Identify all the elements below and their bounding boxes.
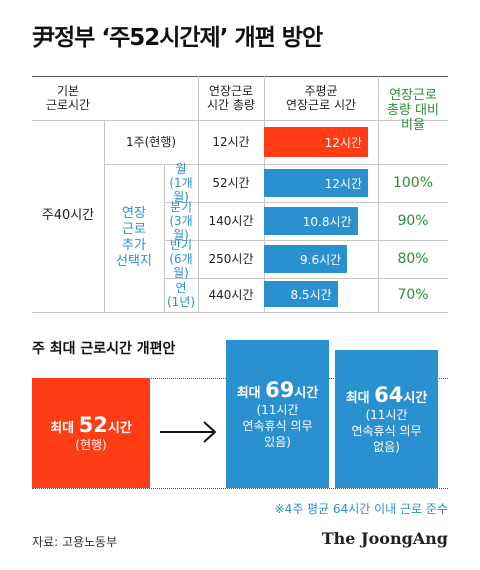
bar-value-label: 12시간 [324,136,362,150]
row-unit: 분기 (3개월) [169,200,193,242]
bar-value-label: 8.5시간 [290,288,332,302]
basic-hours-value: 주40시간 [41,208,95,223]
row-rule [104,164,448,165]
bar [264,281,338,307]
option-64-note: (11시간 연속휴식 의무 없음) [351,408,422,454]
table-bottom-rule [32,312,448,313]
row-unit: 연 (1년) [166,281,196,309]
brand-logo: The JoongAng [321,529,448,548]
header-ratio: 연장근로 총량 대비 비율 [387,88,439,133]
current-max-line: 최대 52시간 [50,413,132,437]
option-group-label: 연장 근로 추가 선택지 [116,206,152,269]
row-ratio: 100% [392,175,434,191]
row-total: 12시간 [212,135,250,149]
row-rule [164,278,448,279]
row-total: 440시간 [208,288,254,302]
footnote: ※4주 평균 64시간 이내 근로 준수 [274,502,448,516]
source-label: 자료: 고용노동부 [32,535,118,549]
baseline-reference-line [32,488,448,489]
row-unit: 반기 (6개월) [169,238,193,280]
bar [264,169,368,197]
current-max-box: 최대 52시간 (현행) [32,378,150,488]
option-69-hours-box: 최대 69시간 (11시간 연속휴식 의무 있음) [226,340,329,488]
bar-value-label: 9.6시간 [300,253,342,267]
bar [264,207,358,235]
column-rule [164,164,165,312]
option-64-suffix: 시간 [403,391,428,406]
options-table: 기본 근로시간 연장근로 시간 총량 주평균 연장근로 시간 연장근로 총량 대… [32,76,448,313]
bar [264,127,368,157]
header-total-overtime: 연장근로 시간 총량 [207,84,255,112]
arrow-icon [160,421,217,443]
option-64-number: 64 [374,383,404,407]
option-69-line: 최대 69시간 [237,378,319,402]
row-unit-current: 1주(현행) [125,135,177,149]
table-top-rule [32,76,448,77]
column-rule [104,120,105,312]
current-max-suffix: 시간 [107,421,132,436]
current-max-prefix: 최대 [50,421,75,436]
row-rule [164,240,448,241]
bar-value-label: 12시간 [324,177,362,191]
row-rule [132,120,448,121]
header-weekly-average: 주평균 연장근로 시간 [285,84,357,112]
current-max-number: 52 [78,413,108,437]
column-rule [378,76,379,312]
option-64-line: 최대 64시간 [346,383,428,407]
row-ratio: 90% [397,213,429,229]
column-rule [198,76,199,312]
row-total: 52시간 [212,176,250,190]
current-max-note: (현행) [75,438,107,452]
option-69-note: (11시간 연속휴식 의무 있음) [242,403,313,449]
section-title: 주 최대 근로시간 개편안 [32,341,176,357]
header-basic-hours: 기본 근로시간 [45,84,91,112]
row-ratio: 70% [397,287,429,303]
weekly-average-bar-chart: 12시간 12시간 10.8시간 9.6시간 8.5시간 [264,120,374,312]
page-title: 尹정부 ‘주52시간제’ 개편 방안 [32,25,323,51]
row-ratio: 80% [397,251,429,267]
row-unit: 월 (1개월) [169,162,193,204]
option-69-suffix: 시간 [294,386,319,401]
bar-value-label: 10.8시간 [302,215,352,229]
option-64-prefix: 최대 [345,391,370,406]
bar [264,245,348,273]
row-total: 140시간 [208,214,254,228]
option-69-prefix: 최대 [236,386,261,401]
option-64-hours-box: 최대 64시간 (11시간 연속휴식 의무 없음) [335,350,438,488]
option-69-number: 69 [265,378,295,402]
row-rule [164,202,448,203]
row-total: 250시간 [208,252,254,266]
